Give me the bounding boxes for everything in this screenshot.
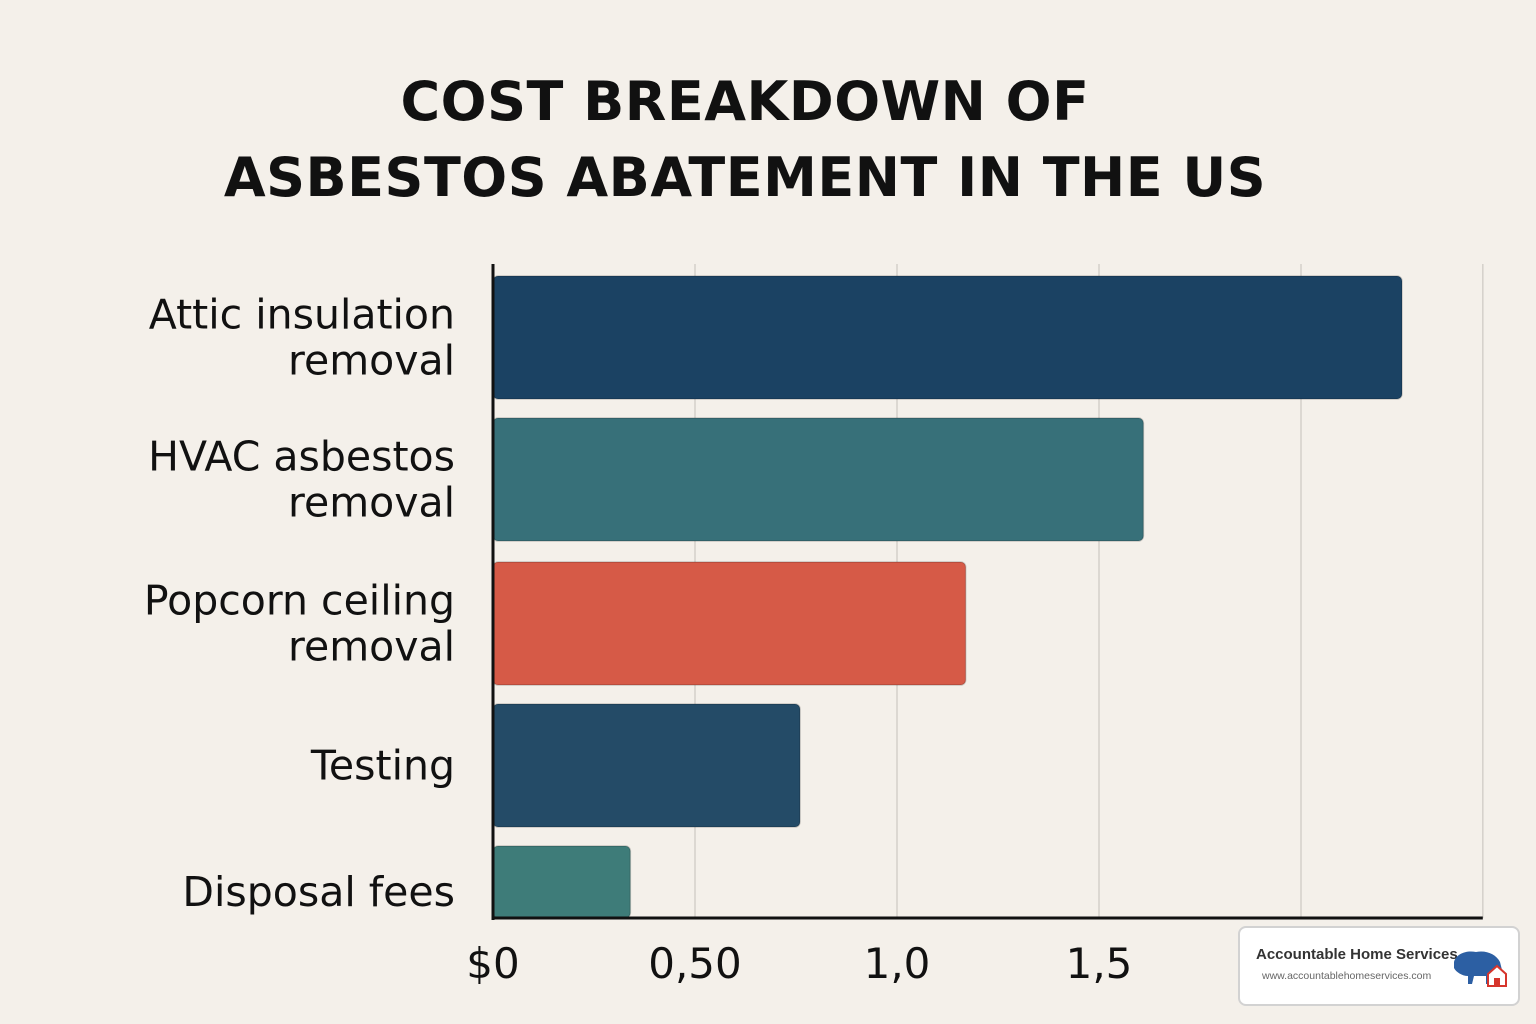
chart-title-line-1: COST BREAKDOWN OF <box>400 70 1090 133</box>
category-label-0-0: Attic insulation <box>149 291 455 339</box>
brand-watermark[interactable]: Accountable Home Services www.accountabl… <box>1238 926 1520 1006</box>
category-label-0-1: removal <box>288 337 455 385</box>
category-label-3-0: Testing <box>310 742 455 790</box>
bar-4 <box>492 845 632 919</box>
x-tick-label-3: 1,5 <box>1066 939 1133 988</box>
bison-house-icon <box>1454 951 1507 987</box>
bar-0 <box>492 275 1403 400</box>
bar-2 <box>492 561 967 686</box>
category-label-2-0: Popcorn ceiling <box>144 577 455 625</box>
bar-3 <box>492 703 801 828</box>
category-label-4-0: Disposal fees <box>182 868 455 916</box>
chart-title-line-2: ASBESTOS ABATEMENT IN THE US <box>223 146 1267 209</box>
bar-1 <box>492 417 1145 542</box>
x-tick-label-1: 0,50 <box>648 939 742 988</box>
x-tick-label-0: $0 <box>466 939 519 988</box>
category-label-1-0: HVAC asbestos <box>148 433 455 481</box>
x-tick-label-2: 1,0 <box>864 939 931 988</box>
category-label-2-1: removal <box>288 623 455 671</box>
brand-url: www.accountablehomeservices.com <box>1262 970 1432 982</box>
category-label-1-1: removal <box>288 479 455 527</box>
brand-name: Accountable Home Services <box>1256 946 1458 963</box>
